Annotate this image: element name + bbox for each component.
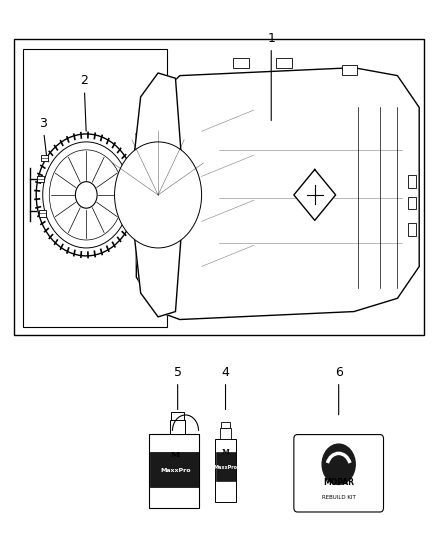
Polygon shape — [294, 169, 336, 220]
Circle shape — [49, 150, 123, 240]
Bar — [408, 175, 416, 188]
Bar — [408, 197, 416, 209]
Bar — [14, 38, 424, 335]
Bar — [39, 211, 46, 216]
Bar — [408, 223, 416, 236]
Text: MaxxPro: MaxxPro — [214, 465, 237, 471]
Bar — [23, 49, 167, 327]
Bar — [42, 155, 48, 161]
Text: 6: 6 — [335, 366, 343, 415]
Bar — [170, 420, 185, 433]
Bar — [220, 428, 231, 439]
Text: MOPAR: MOPAR — [323, 478, 354, 487]
Bar — [221, 422, 230, 428]
Circle shape — [322, 444, 355, 484]
Bar — [215, 439, 237, 503]
Bar — [276, 58, 292, 68]
Bar — [171, 413, 184, 420]
Text: M: M — [171, 451, 180, 459]
Text: 4: 4 — [222, 366, 230, 409]
Text: 2: 2 — [80, 75, 88, 131]
Circle shape — [43, 142, 130, 248]
Bar — [149, 433, 199, 508]
Circle shape — [36, 134, 136, 256]
Text: M: M — [222, 448, 230, 456]
Bar — [342, 65, 357, 75]
Text: MaxxPro: MaxxPro — [160, 468, 191, 473]
Text: 1: 1 — [267, 32, 275, 120]
Bar — [37, 176, 44, 182]
Polygon shape — [130, 73, 184, 317]
Circle shape — [115, 142, 201, 248]
Bar — [150, 452, 198, 487]
Text: 3: 3 — [39, 117, 47, 158]
Text: REBUILD KIT: REBUILD KIT — [322, 495, 356, 499]
Polygon shape — [136, 68, 419, 319]
FancyBboxPatch shape — [294, 434, 384, 512]
Circle shape — [75, 182, 97, 208]
Bar — [215, 452, 236, 481]
Text: 5: 5 — [173, 366, 182, 409]
Bar — [233, 58, 249, 68]
